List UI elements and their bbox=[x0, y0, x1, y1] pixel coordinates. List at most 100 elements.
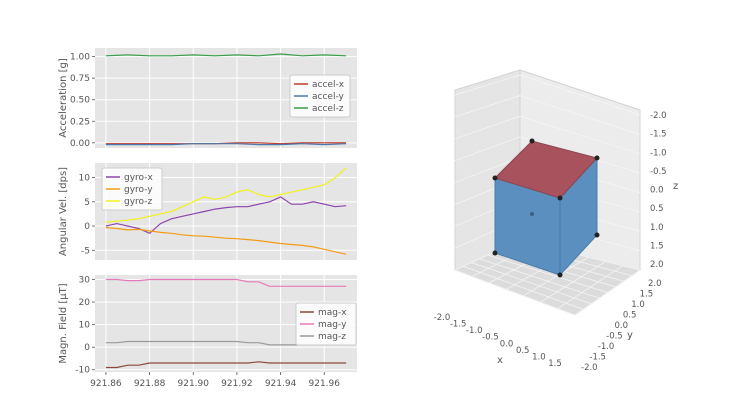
y-tick-label: 0.00 bbox=[70, 139, 90, 149]
cube-vertex bbox=[492, 175, 498, 181]
y-axis-label: Magn. Field [µT] bbox=[58, 283, 69, 363]
z-tick-label: -1.0 bbox=[650, 148, 667, 158]
legend-label: mag-x bbox=[318, 308, 347, 318]
x-tick-label: 921.88 bbox=[134, 379, 166, 389]
x-tick-label-3d: -0.5 bbox=[482, 333, 499, 343]
legend: mag-x mag-y mag-z bbox=[295, 302, 357, 346]
y-tick-label: 10 bbox=[79, 321, 91, 331]
y-tick-label-3d: 1.5 bbox=[640, 290, 654, 300]
legend-label: mag-y bbox=[318, 320, 347, 330]
series-line-gyro-x bbox=[105, 196, 347, 235]
y-tick-label-3d: 0.0 bbox=[615, 321, 629, 331]
y-tick-label: 0.25 bbox=[70, 117, 90, 127]
x-tick-label-3d: 0.5 bbox=[516, 346, 530, 356]
z-gridline bbox=[454, 157, 521, 183]
z-tick-label: -1.5 bbox=[650, 130, 667, 140]
x-tick-label-3d: -1.0 bbox=[466, 326, 483, 336]
legend-label: gyro-y bbox=[124, 185, 153, 195]
y-tick-label: 1.00 bbox=[70, 53, 90, 63]
y-tick-label: -5 bbox=[81, 246, 90, 256]
series-line-mag-x bbox=[105, 361, 347, 369]
y-tick-label: 0.75 bbox=[70, 74, 90, 84]
subplot-3: -10 0 10 20 30 Magn. Field [µT] 921.86 921.88 92… bbox=[58, 275, 357, 389]
cube-vertex-hidden bbox=[530, 212, 534, 216]
y-tick-label-3d: -0.5 bbox=[606, 332, 623, 342]
z-gridline bbox=[454, 95, 521, 118]
legend-label: mag-z bbox=[318, 332, 346, 342]
x-axis-label-3d: x bbox=[497, 355, 503, 366]
y-tick-label: 5 bbox=[84, 198, 90, 208]
series-line-gyro-y bbox=[105, 226, 347, 255]
y-axis-label: Acceleration [g] bbox=[58, 58, 69, 138]
y-tick-label: 0.50 bbox=[70, 96, 90, 106]
z-gridline bbox=[454, 115, 521, 140]
x-tick-label-3d: -1.5 bbox=[450, 320, 467, 330]
x-tick-label: 921.86 bbox=[90, 379, 122, 389]
y-gridline-3d bbox=[462, 265, 584, 310]
z-gridline bbox=[519, 95, 641, 135]
legend: accel-x accel-y accel-z bbox=[289, 74, 351, 118]
ticks-3d: -2.0-1.5-1.0-0.50.00.51.01.52.0z-2.0-1.5… bbox=[434, 111, 679, 373]
y-tick-label: 0 bbox=[84, 222, 90, 232]
series-line-gyro-z bbox=[105, 167, 347, 223]
z-gridline bbox=[519, 115, 641, 155]
x-tick-label: 921.90 bbox=[178, 379, 210, 389]
z-gridline bbox=[454, 136, 521, 162]
series-line-accel-y bbox=[105, 143, 347, 146]
legend: gyro-x gyro-y gyro-z bbox=[101, 167, 163, 211]
y-tick-label-3d: -2.0 bbox=[581, 363, 598, 373]
x-tick-label-3d: 1.0 bbox=[532, 352, 546, 362]
cube-vertex bbox=[594, 155, 600, 161]
z-tick-label: 1.5 bbox=[650, 241, 664, 251]
x-tick-label-3d: 1.5 bbox=[548, 359, 562, 369]
legend-label: accel-y bbox=[312, 92, 345, 102]
y-axis-label-3d: y bbox=[627, 330, 633, 341]
cube-vertex bbox=[492, 250, 498, 256]
z-axis-label: z bbox=[673, 181, 678, 192]
cube-vertex bbox=[557, 195, 563, 201]
legend-label: gyro-x bbox=[124, 173, 153, 183]
z-tick-label: -2.0 bbox=[650, 111, 667, 121]
orientation-3d-plot: -2.0-1.5-1.0-0.50.00.51.01.52.0z-2.0-1.5… bbox=[411, 48, 678, 373]
series-line-accel-z bbox=[105, 53, 347, 57]
y-tick-label: 20 bbox=[79, 298, 91, 308]
cube-vertex bbox=[557, 272, 563, 278]
cube-vertex bbox=[594, 232, 600, 238]
y-tick-label-3d: -1.5 bbox=[589, 353, 606, 363]
x-tick-label-3d: -2.0 bbox=[434, 313, 451, 323]
z-tick-label: 1.0 bbox=[650, 223, 664, 233]
legend-label: accel-z bbox=[312, 104, 344, 114]
series-line-mag-y bbox=[105, 278, 347, 287]
z-tick-label: -0.5 bbox=[650, 167, 667, 177]
x-tick-label: 921.92 bbox=[221, 379, 253, 389]
z-tick-label: 2.0 bbox=[650, 260, 664, 270]
y-tick-label: 10 bbox=[79, 174, 91, 184]
x-tick-label: 921.94 bbox=[265, 379, 297, 389]
x-tick-label-3d: 0.0 bbox=[500, 339, 514, 349]
y-gridline-3d bbox=[487, 254, 608, 293]
z-tick-label: 0.0 bbox=[650, 186, 664, 196]
series-line-mag-z bbox=[105, 340, 347, 346]
legend-label: accel-x bbox=[312, 80, 345, 90]
y-tick-label: 30 bbox=[79, 276, 91, 286]
y-tick-label-3d: -1.0 bbox=[598, 342, 615, 352]
y-tick-label-3d: 1.0 bbox=[631, 300, 645, 310]
legend-label: gyro-z bbox=[124, 197, 152, 207]
cube-vertex bbox=[529, 138, 535, 144]
y-tick-label: 0 bbox=[84, 343, 90, 353]
y-tick-label-3d: 2.0 bbox=[648, 279, 662, 289]
y-tick-label-3d: 0.5 bbox=[623, 311, 637, 321]
x-tick-label: 921.96 bbox=[309, 379, 341, 389]
y-gridline-3d bbox=[471, 262, 592, 305]
z-tick-label: 0.5 bbox=[650, 204, 664, 214]
y-tick-label: -10 bbox=[75, 366, 90, 376]
y-gridline-3d bbox=[479, 258, 600, 299]
z-gridline bbox=[519, 74, 641, 116]
y-gridline-3d bbox=[454, 269, 576, 316]
z-gridline bbox=[454, 74, 521, 96]
y-axis-label: Angular Vel. [dps] bbox=[58, 167, 69, 256]
